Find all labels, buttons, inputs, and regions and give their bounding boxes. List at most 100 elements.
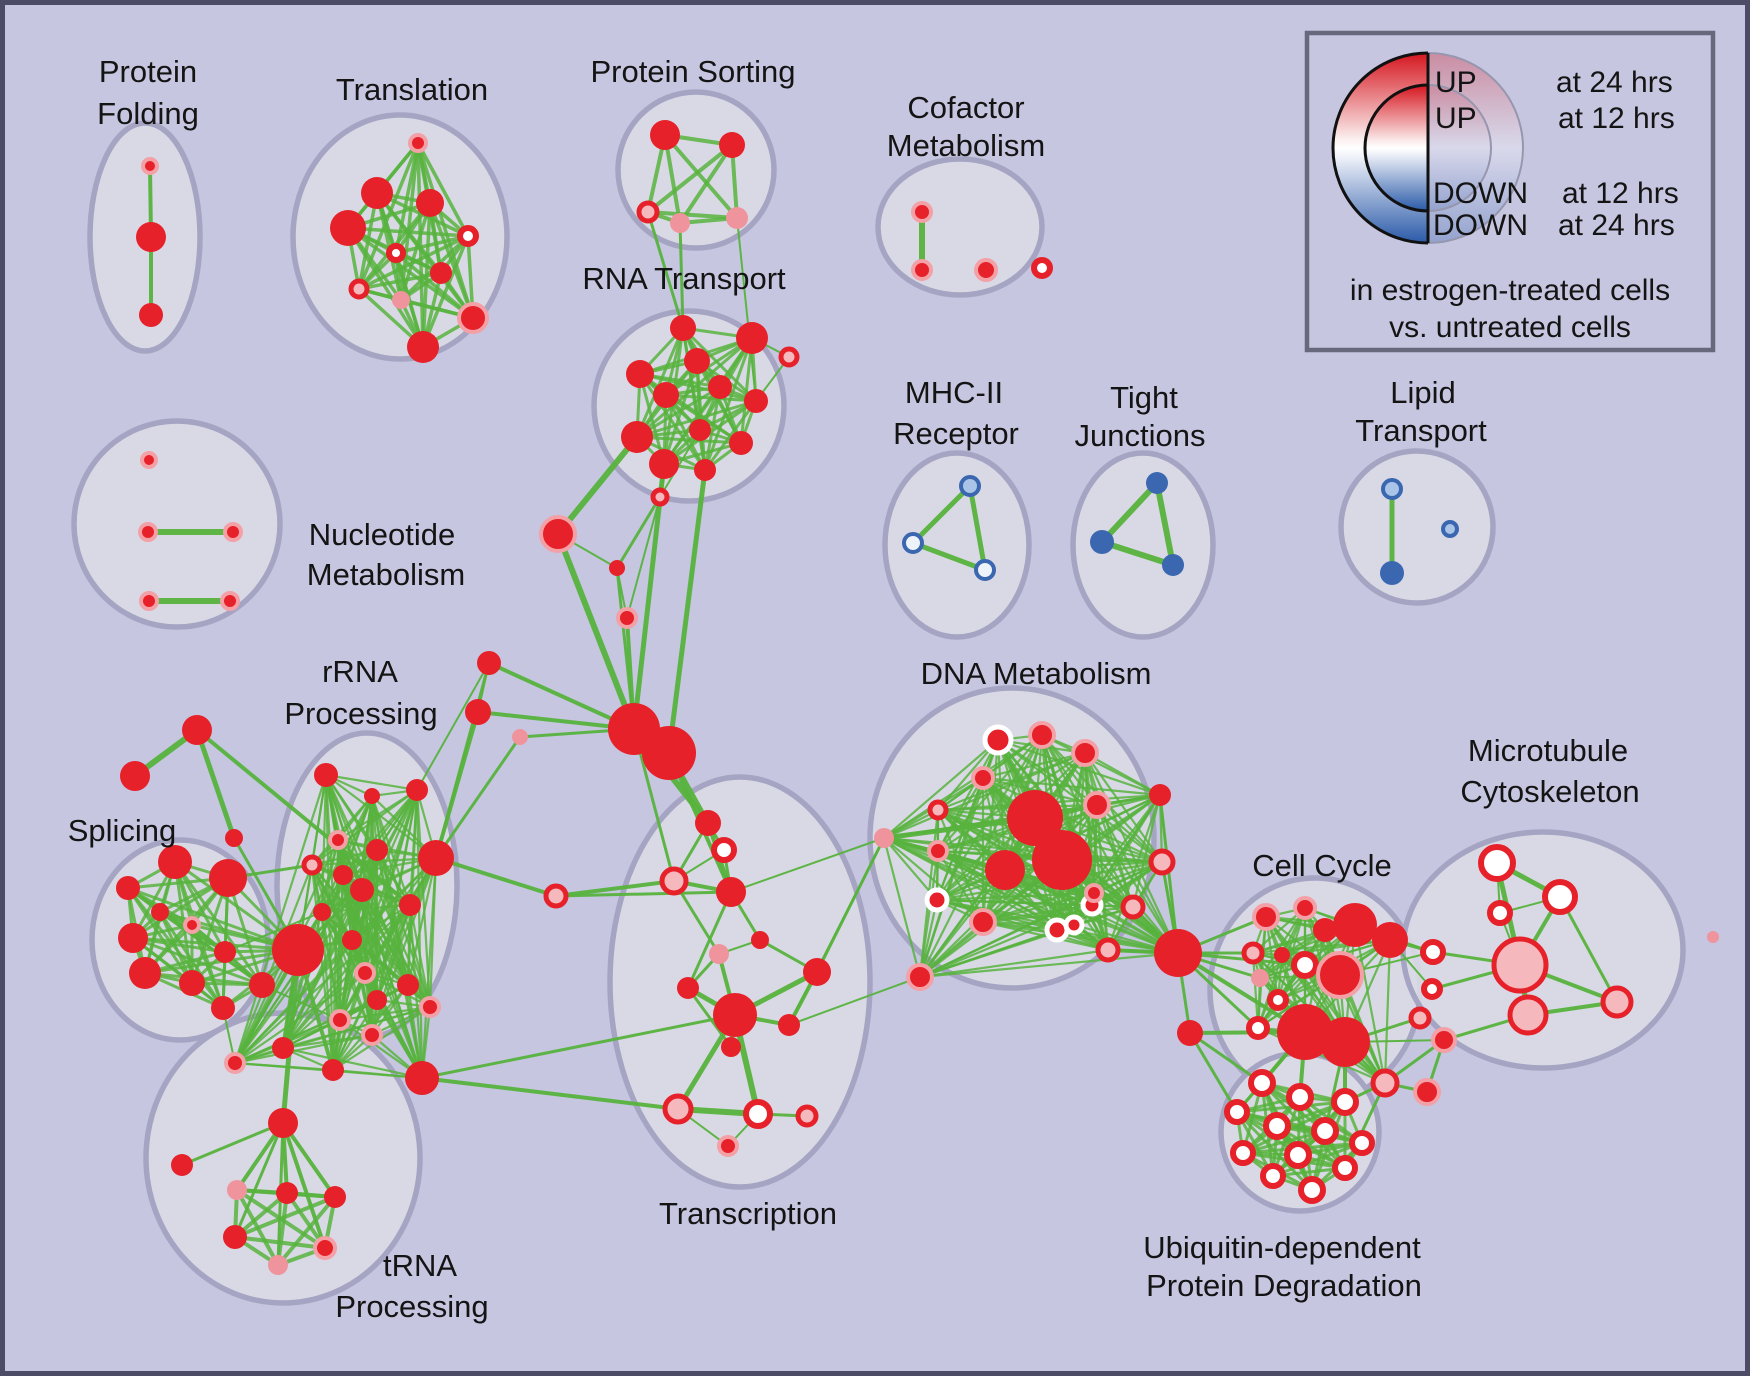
network-node: [1380, 561, 1404, 585]
network-node: [751, 931, 769, 949]
network-node: [609, 560, 625, 576]
network-edge: [918, 849, 940, 979]
network-edge: [1099, 539, 1176, 568]
cluster-label: tRNA: [383, 1248, 457, 1283]
network-node: [366, 839, 388, 861]
network-node: [695, 810, 721, 836]
network-edge: [1095, 803, 1164, 864]
network-edge: [730, 837, 885, 893]
network-node: [649, 449, 679, 479]
network-node: [399, 894, 421, 916]
network-node: [1311, 1117, 1339, 1145]
network-edge: [1083, 751, 1180, 955]
network-node: [418, 840, 454, 876]
network-node: [1031, 257, 1053, 279]
network-edge: [659, 429, 701, 498]
network-node: [397, 974, 419, 996]
network-edge: [935, 776, 985, 902]
network-edge: [615, 495, 662, 570]
network-edge: [638, 372, 707, 472]
network-edge: [281, 1121, 327, 1250]
network-node: [1331, 1088, 1359, 1116]
network-node: [367, 990, 387, 1010]
network-node: [1286, 1083, 1314, 1111]
cluster-label: Cell Cycle: [1252, 848, 1392, 883]
network-node: [1263, 1112, 1291, 1140]
network-node: [330, 210, 366, 246]
network-edge: [1188, 1031, 1264, 1085]
network-node: [430, 262, 452, 284]
network-edge: [357, 271, 443, 291]
cluster-label: Processing: [335, 1289, 488, 1324]
cluster-labels: Protein Folding Translation Protein Sorting…: [68, 54, 1640, 1324]
network-node: [1084, 883, 1104, 903]
network-node: [322, 1059, 344, 1081]
network-edge: [126, 886, 300, 952]
network-node: [1154, 929, 1202, 977]
cluster-label: rRNA: [322, 654, 398, 689]
network-node: [778, 1014, 800, 1036]
cluster-ellipse-transcription: [607, 774, 873, 1190]
network-node: [670, 315, 696, 341]
legend: UP at 24 hrs UP at 12 hrs DOWN at 12 hrs DOWN a…: [1304, 30, 1716, 353]
network-edge: [882, 836, 922, 979]
network-edge: [399, 141, 420, 302]
legend-time-label-0: at 24 hrs: [1556, 66, 1673, 99]
network-edge: [434, 856, 558, 898]
network-edge: [646, 210, 739, 220]
network-node: [1707, 931, 1719, 943]
network-node: [959, 475, 981, 497]
network-edge: [981, 860, 1164, 924]
network-node: [539, 515, 577, 553]
network-node: [324, 1186, 346, 1208]
network-node: [158, 845, 192, 879]
network-node: [743, 1099, 773, 1129]
legend-wheel-saturated-half: [1331, 51, 1428, 245]
network-node: [348, 278, 370, 300]
network-edge: [1241, 1129, 1327, 1155]
network-node: [328, 830, 348, 850]
network-node: [386, 243, 406, 263]
cluster-label: Folding: [97, 96, 199, 131]
network-edge: [555, 434, 640, 537]
network-edge: [918, 948, 1110, 979]
cluster-label: Tight: [1110, 380, 1178, 415]
cluster-label: Junctions: [1075, 418, 1206, 453]
network-edge: [967, 483, 988, 573]
network-edge: [882, 836, 939, 902]
network-edge: [180, 1121, 285, 1167]
network-edge: [703, 399, 758, 472]
network-node: [313, 1236, 337, 1260]
network-edge: [918, 776, 985, 979]
legend-direction-label-0: UP: [1435, 66, 1477, 99]
network-edge: [981, 891, 1096, 924]
legend-caption-line1: in estrogen-treated cells: [1350, 274, 1670, 307]
network-node: [1291, 951, 1319, 979]
network-node: [1420, 939, 1446, 965]
network-edge: [233, 1033, 374, 1065]
network-edge: [882, 751, 1087, 840]
network-edge: [233, 1195, 337, 1239]
network-node: [1083, 791, 1111, 819]
network-edge: [1055, 793, 1162, 932]
network-node: [729, 431, 753, 455]
network-node: [1224, 1099, 1250, 1125]
network-edge: [406, 903, 412, 987]
network-node: [902, 532, 924, 554]
network-node: [709, 944, 729, 964]
network-node: [924, 887, 950, 913]
network-edge: [276, 1195, 337, 1267]
network-edge: [554, 879, 676, 898]
network-edge: [1092, 803, 1099, 895]
network-edge: [663, 133, 739, 220]
network-node: [1028, 721, 1056, 749]
network-edge: [434, 710, 480, 860]
network-node: [621, 421, 653, 453]
network-node: [974, 559, 996, 581]
network-node: [795, 1104, 819, 1128]
network-node: [151, 903, 169, 921]
cluster-label: RNA Transport: [582, 261, 786, 296]
network-node: [694, 459, 716, 481]
